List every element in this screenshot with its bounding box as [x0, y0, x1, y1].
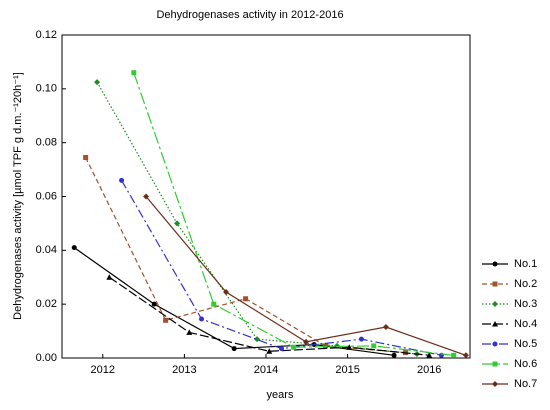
x-tick-label: 2015: [335, 364, 359, 376]
marker: [371, 343, 377, 349]
series-line: [96, 81, 418, 355]
legend-marker: [492, 321, 498, 327]
marker: [382, 324, 389, 331]
marker: [119, 177, 125, 183]
marker: [143, 193, 150, 200]
legend-marker: [492, 361, 498, 367]
y-tick-label: 0.08: [36, 137, 57, 149]
marker: [174, 220, 181, 227]
legend-marker: [492, 301, 498, 307]
marker: [106, 274, 113, 280]
marker: [163, 317, 169, 323]
y-tick-label: 0.00: [36, 352, 57, 364]
x-tick-label: 2014: [254, 364, 278, 376]
marker: [83, 154, 89, 160]
marker: [94, 79, 101, 86]
legend-label: No.6: [514, 358, 537, 370]
x-tick-label: 2013: [172, 364, 196, 376]
marker: [243, 296, 249, 302]
marker: [291, 344, 297, 350]
marker: [302, 338, 309, 345]
marker: [358, 336, 364, 342]
legend-label: No.5: [514, 338, 537, 350]
series-line: [108, 276, 430, 356]
y-tick-label: 0.02: [36, 298, 57, 310]
marker: [346, 344, 353, 350]
y-tick-label: 0.12: [36, 29, 57, 41]
legend-marker: [492, 381, 498, 387]
marker: [279, 346, 285, 352]
marker: [151, 301, 157, 307]
y-tick-label: 0.04: [36, 244, 57, 256]
legend-label: No.3: [514, 298, 537, 310]
marker: [199, 316, 205, 322]
x-tick-label: 2016: [417, 364, 441, 376]
marker: [391, 352, 397, 358]
legend-label: No.7: [514, 378, 537, 390]
legend-marker: [492, 261, 498, 267]
legend-marker: [492, 341, 498, 347]
chart-title: Dehydrogenases activity in 2012-2016: [156, 9, 343, 21]
marker: [131, 70, 137, 76]
series-line: [133, 72, 454, 356]
x-axis-label: years: [267, 389, 294, 401]
marker: [426, 352, 433, 358]
marker: [71, 245, 77, 251]
series-line: [145, 196, 467, 356]
x-tick-label: 2012: [91, 364, 115, 376]
marker: [462, 352, 469, 359]
legend-marker: [492, 281, 498, 287]
legend-label: No.1: [514, 258, 537, 270]
marker: [266, 348, 273, 354]
y-axis-label: Dehydrogenases activity [µmol TPF g d.m.…: [12, 72, 24, 320]
plot-frame: [61, 34, 471, 359]
marker: [186, 329, 193, 335]
legend-label: No.2: [514, 278, 537, 290]
y-tick-label: 0.10: [36, 83, 57, 95]
legend-label: No.4: [514, 318, 537, 330]
marker: [223, 289, 230, 296]
marker: [231, 346, 237, 352]
marker: [451, 352, 457, 358]
marker: [211, 301, 217, 307]
marker: [323, 343, 329, 349]
y-tick-label: 0.06: [36, 190, 57, 202]
